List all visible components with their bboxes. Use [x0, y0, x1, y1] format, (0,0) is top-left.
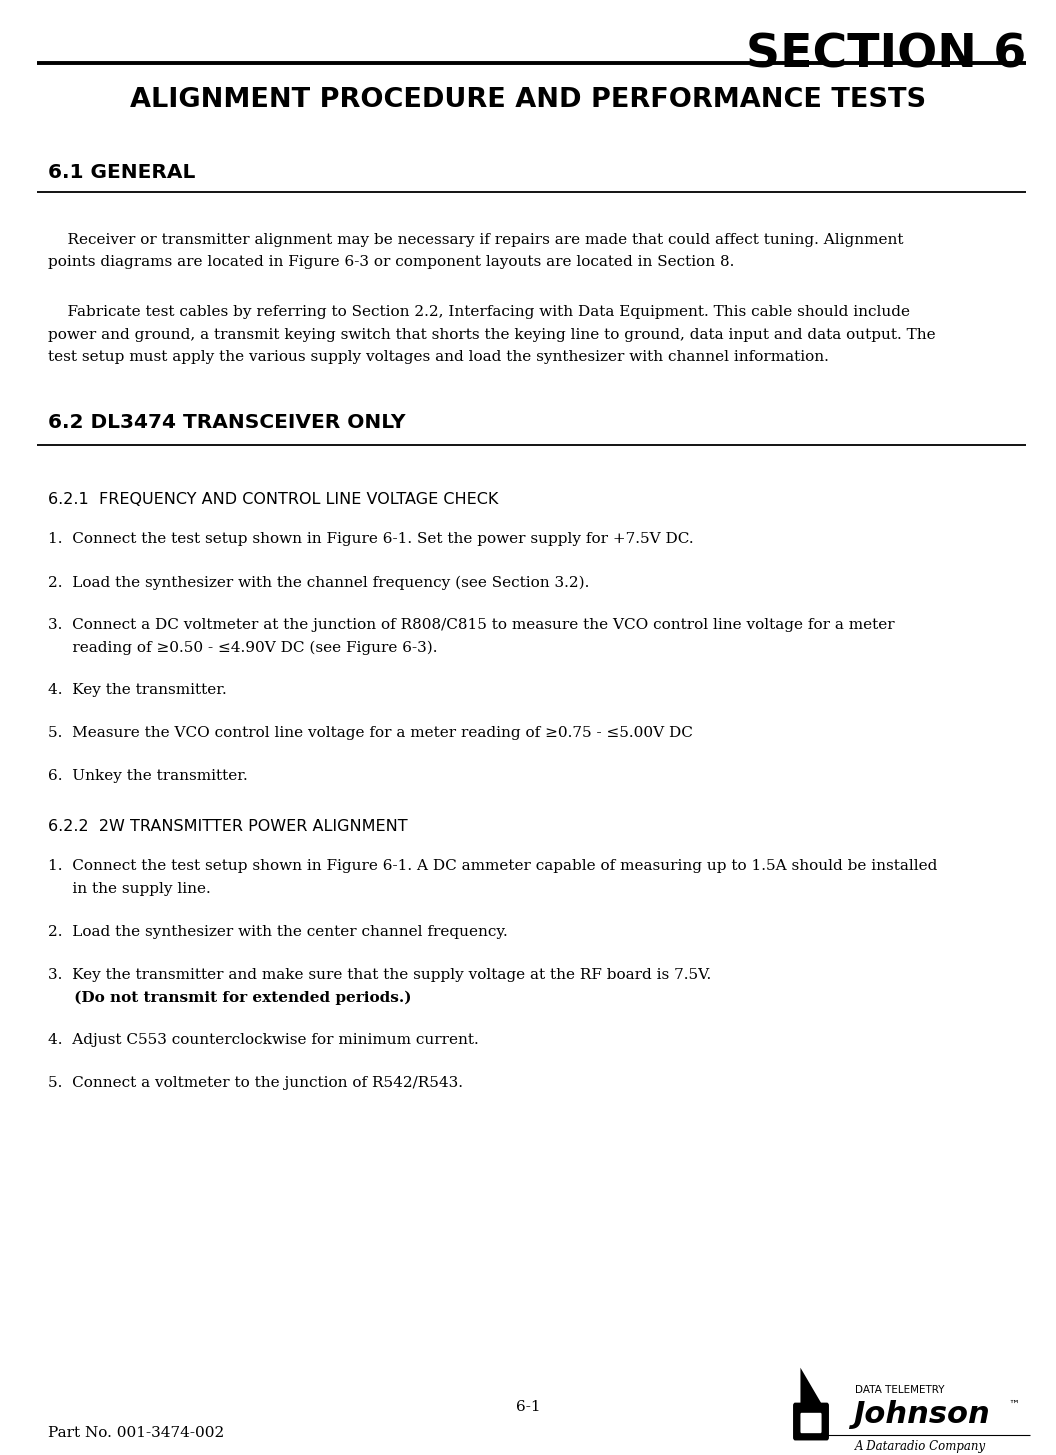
- Text: 5.  Connect a voltmeter to the junction of R542/R543.: 5. Connect a voltmeter to the junction o…: [48, 1075, 463, 1090]
- Text: points diagrams are located in Figure 6-3 or component layouts are located in Se: points diagrams are located in Figure 6-…: [48, 255, 734, 269]
- Text: 6.2.2  2W TRANSMITTER POWER ALIGNMENT: 6.2.2 2W TRANSMITTER POWER ALIGNMENT: [48, 819, 408, 834]
- Text: test setup must apply the various supply voltages and load the synthesizer with : test setup must apply the various supply…: [48, 351, 828, 364]
- Text: A Dataradio Company: A Dataradio Company: [855, 1440, 986, 1454]
- Polygon shape: [800, 1368, 823, 1406]
- FancyBboxPatch shape: [800, 1413, 822, 1433]
- Text: 4.  Key the transmitter.: 4. Key the transmitter.: [48, 684, 226, 697]
- Text: 1.  Connect the test setup shown in Figure 6-1. A DC ammeter capable of measurin: 1. Connect the test setup shown in Figur…: [48, 860, 937, 873]
- Text: ™: ™: [1008, 1400, 1020, 1410]
- Text: 1.  Connect the test setup shown in Figure 6-1. Set the power supply for +7.5V D: 1. Connect the test setup shown in Figur…: [48, 533, 693, 547]
- Text: DATA TELEMETRY: DATA TELEMETRY: [855, 1385, 945, 1395]
- Text: 3.  Connect a DC voltmeter at the junction of R808/C815 to measure the VCO contr: 3. Connect a DC voltmeter at the junctio…: [48, 618, 894, 631]
- Text: 5.  Measure the VCO control line voltage for a meter reading of ≥0.75 - ≤5.00V D: 5. Measure the VCO control line voltage …: [48, 726, 693, 741]
- Text: Receiver or transmitter alignment may be necessary if repairs are made that coul: Receiver or transmitter alignment may be…: [48, 233, 903, 247]
- Text: (Do not transmit for extended periods.): (Do not transmit for extended periods.): [48, 991, 411, 1004]
- Text: 6.2 DL3474 TRANSCEIVER ONLY: 6.2 DL3474 TRANSCEIVER ONLY: [48, 413, 406, 432]
- Text: 6.2.1  FREQUENCY AND CONTROL LINE VOLTAGE CHECK: 6.2.1 FREQUENCY AND CONTROL LINE VOLTAGE…: [48, 492, 497, 506]
- FancyBboxPatch shape: [793, 1403, 829, 1440]
- Text: Part No. 001-3474-002: Part No. 001-3474-002: [48, 1426, 224, 1440]
- Text: 6.  Unkey the transmitter.: 6. Unkey the transmitter.: [48, 770, 247, 783]
- Text: Johnson: Johnson: [853, 1400, 989, 1429]
- Text: Fabricate test cables by referring to Section 2.2, Interfacing with Data Equipme: Fabricate test cables by referring to Se…: [48, 306, 909, 319]
- Text: 4.  Adjust C553 counterclockwise for minimum current.: 4. Adjust C553 counterclockwise for mini…: [48, 1033, 478, 1048]
- Text: 2.  Load the synthesizer with the channel frequency (see Section 3.2).: 2. Load the synthesizer with the channel…: [48, 575, 589, 589]
- Text: 2.  Load the synthesizer with the center channel frequency.: 2. Load the synthesizer with the center …: [48, 925, 507, 938]
- Text: 6-1: 6-1: [515, 1400, 541, 1414]
- Text: 3.  Key the transmitter and make sure that the supply voltage at the RF board is: 3. Key the transmitter and make sure tha…: [48, 968, 711, 982]
- Text: ALIGNMENT PROCEDURE AND PERFORMANCE TESTS: ALIGNMENT PROCEDURE AND PERFORMANCE TEST…: [130, 87, 926, 113]
- Text: SECTION 6: SECTION 6: [747, 32, 1026, 77]
- Text: reading of ≥0.50 - ≤4.90V DC (see Figure 6-3).: reading of ≥0.50 - ≤4.90V DC (see Figure…: [48, 640, 437, 655]
- Text: in the supply line.: in the supply line.: [48, 882, 210, 896]
- Text: 6.1 GENERAL: 6.1 GENERAL: [48, 163, 195, 182]
- Text: power and ground, a transmit keying switch that shorts the keying line to ground: power and ground, a transmit keying swit…: [48, 327, 936, 342]
